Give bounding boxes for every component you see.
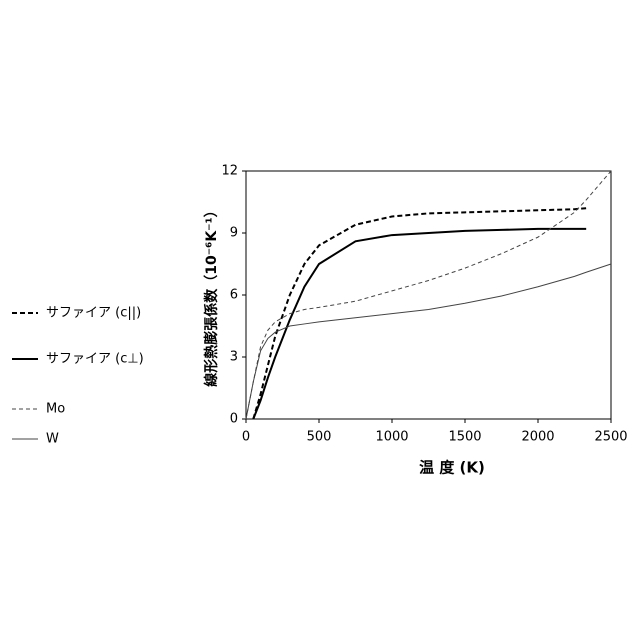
series-line [253, 208, 586, 419]
legend-label: W [46, 432, 59, 447]
chart: 温 度 (K) 線形熱膨張係数（10⁻⁶K⁻¹） 0 3 6 9 12 0 500 1000 1… [0, 0, 640, 640]
x-tick-label: 0 [242, 430, 250, 445]
legend-label: Mo [46, 402, 65, 417]
x-tick-label: 1500 [448, 430, 481, 445]
x-axis-label: 温 度 (K) [419, 459, 485, 477]
x-tick-label: 2000 [521, 430, 554, 445]
series-line [246, 264, 611, 419]
x-tick-label: 2500 [594, 430, 627, 445]
y-tick-label: 3 [230, 350, 238, 365]
legend-label: サファイア (c||) [46, 306, 141, 321]
y-tick-label: 12 [221, 164, 238, 179]
y-axis-label: 線形熱膨張係数（10⁻⁶K⁻¹） [203, 203, 220, 386]
y-tick-label: 0 [230, 412, 238, 427]
x-tick-label: 1000 [375, 430, 408, 445]
y-tick-label: 9 [230, 226, 238, 241]
x-tick-label: 500 [307, 430, 332, 445]
legend-label: サファイア (c⊥) [46, 352, 144, 367]
y-tick-label: 6 [230, 288, 238, 303]
